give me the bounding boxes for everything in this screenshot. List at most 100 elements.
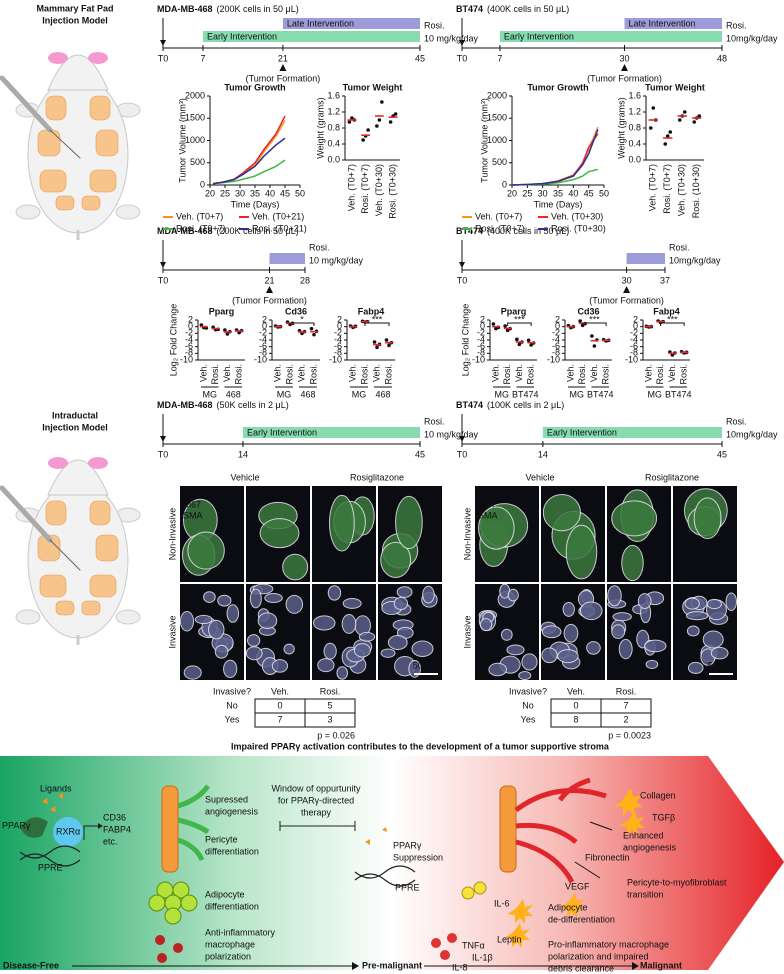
x-tick-label: 35 xyxy=(553,188,563,198)
schematic-label: Anti-inflammatory xyxy=(205,927,276,937)
y-axis-label: Log₂ Fold Change xyxy=(460,304,470,377)
data-point xyxy=(388,120,393,124)
tissue xyxy=(217,594,232,607)
y-axis-label: Tumor Volume (mm³) xyxy=(479,98,489,183)
schematic-label: Ligands xyxy=(40,783,72,793)
x-tick-label: Veh. xyxy=(371,364,381,382)
y-tick-label: 2000 xyxy=(185,90,205,100)
table-header: Invasive? xyxy=(509,686,547,696)
chart-title: Cd36 xyxy=(285,306,307,316)
tissue xyxy=(478,506,515,550)
x-tick-label: Rosi. (T0+30) xyxy=(388,164,398,219)
y-axis-label: Weight (grams) xyxy=(616,97,626,158)
timeline-tick-label: 21 xyxy=(264,275,274,285)
tissue xyxy=(579,601,603,621)
stain-label: Ki67 xyxy=(183,499,201,509)
cell-line: BT474 xyxy=(456,4,483,14)
model-title: Injection Model xyxy=(42,422,108,432)
chart-title: Pparg xyxy=(209,306,235,316)
tissue xyxy=(637,593,652,609)
x-tick-label: Veh. (T0+30) xyxy=(677,164,687,216)
table-cell: 3 xyxy=(327,714,332,724)
tissue xyxy=(541,625,562,639)
schematic-label: macrophage xyxy=(205,939,255,949)
tissue xyxy=(710,646,729,660)
dose-label: 10mg/kg/day xyxy=(726,429,778,439)
schematic-label: Window of oppurtunity xyxy=(271,783,361,793)
data-point xyxy=(578,319,582,323)
table-cell: 0 xyxy=(277,700,282,710)
tissue xyxy=(500,628,513,641)
schematic-label: de-differentiation xyxy=(548,914,615,924)
timeline-header: MDA-MB-468 (200K cells in 50 μL) xyxy=(157,226,299,236)
schematic-label: differentiation xyxy=(205,846,259,856)
cell-count: (50K cells in 2 μL) xyxy=(217,400,289,410)
x-tick-label: 30 xyxy=(235,188,245,198)
data-point xyxy=(223,328,227,332)
timeline-tick-label: 30 xyxy=(619,53,629,63)
drug-label: Rosi. xyxy=(726,416,747,426)
timeline-header: BT474 (400K cells in 50 μL) xyxy=(456,4,569,14)
y-tick-label: 0 xyxy=(262,321,267,331)
significance-bracket xyxy=(289,322,315,326)
tissue xyxy=(247,634,261,647)
x-tick-label: Veh. xyxy=(490,364,500,382)
schematic-label: for PPARγ-directed xyxy=(278,795,354,805)
tissue xyxy=(612,612,632,622)
column-label: Rosiglitazone xyxy=(350,472,404,482)
table-cell: 7 xyxy=(623,700,628,710)
tissue xyxy=(422,585,435,604)
schematic-label: TNFα xyxy=(462,940,485,950)
significance-label: *** xyxy=(372,314,383,324)
cell-line: MDA-MB-468 xyxy=(157,400,213,410)
timeline-tick-label: 37 xyxy=(660,275,670,285)
x-tick-label: Rosi. xyxy=(601,364,611,385)
y-tick-label: 2 xyxy=(555,314,560,324)
y-tick-label: 1500 xyxy=(487,113,507,123)
schematic-label: Fibronectin xyxy=(585,852,630,862)
schematic-label: polarization and impaired xyxy=(548,951,649,961)
y-tick-label: 0 xyxy=(480,321,485,331)
cell-count: (400K cells in 50 μL) xyxy=(487,4,569,14)
y-tick-label: -4 xyxy=(477,334,485,344)
tissue xyxy=(336,666,349,680)
arrow-head xyxy=(459,436,465,442)
data-point xyxy=(668,130,673,134)
schematic-label: VEGF xyxy=(565,881,590,891)
schematic-label: Pericyte-to-myofibroblast xyxy=(627,877,727,887)
mouse-illustration xyxy=(14,455,142,645)
schematic-label: transition xyxy=(627,889,664,899)
x-tick-label: 45 xyxy=(280,188,290,198)
y-tick-label: -6 xyxy=(334,341,342,351)
table-header: Veh. xyxy=(271,686,289,696)
schematic-label: Enhanced xyxy=(623,830,664,840)
tissue xyxy=(586,641,601,655)
y-tick-label: 1.2 xyxy=(327,106,340,116)
table-header: Veh. xyxy=(567,686,585,696)
data-point xyxy=(590,334,594,338)
schematic-label: Supressed xyxy=(205,794,248,804)
y-tick-label: 0 xyxy=(200,179,205,189)
arrow-head xyxy=(160,436,166,442)
timeline-tick-label: T0 xyxy=(158,275,169,285)
timeline-tick-label: T0 xyxy=(457,53,468,63)
intervention-label: Early Intervention xyxy=(207,31,277,41)
y-tick-label: -4 xyxy=(259,334,267,344)
x-tick-label: 25 xyxy=(522,188,532,198)
dose-label: 10 mg/kg/day xyxy=(424,33,479,43)
legend-label: Veh. (T0+7) xyxy=(176,211,223,221)
significance-bracket xyxy=(582,322,607,326)
schematic-label: RXRα xyxy=(56,826,80,836)
table-cell: No xyxy=(226,700,238,710)
y-tick-label: 2 xyxy=(633,314,638,324)
x-tick-label: 50 xyxy=(599,188,609,198)
schematic-label: angiogenesis xyxy=(623,842,677,852)
group-label: BT474 xyxy=(587,389,614,399)
schematic-label: IL-1β xyxy=(472,952,493,962)
data-point xyxy=(361,138,365,142)
x-tick-label: Veh. xyxy=(198,364,208,382)
x-tick-label: Rosi. xyxy=(502,364,512,385)
data-point xyxy=(517,342,522,347)
drug-label: Rosi. xyxy=(424,416,445,426)
